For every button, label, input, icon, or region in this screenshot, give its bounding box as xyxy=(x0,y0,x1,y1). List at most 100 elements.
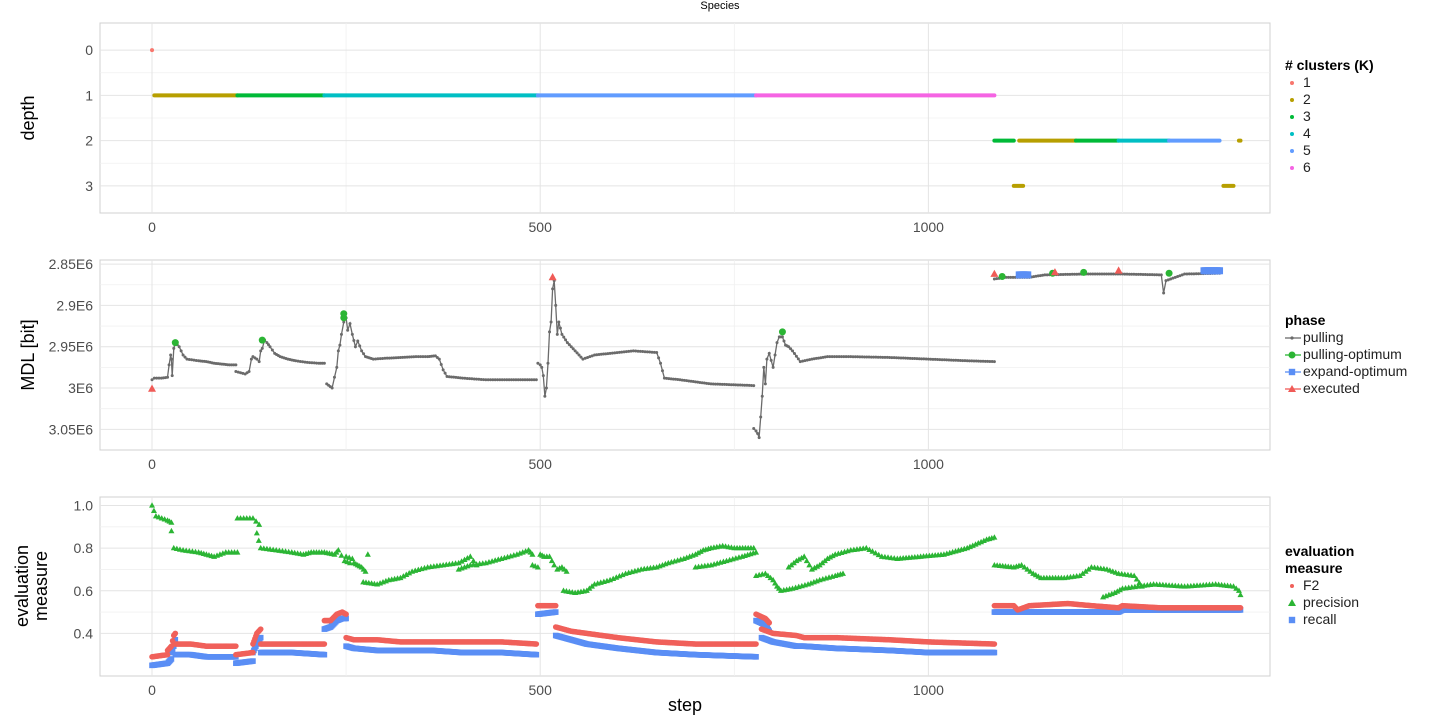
pulling-point xyxy=(571,347,575,351)
pulling-point xyxy=(988,359,992,363)
legend-item: pulling xyxy=(1285,329,1407,346)
precision-point xyxy=(362,568,369,574)
pulling-point xyxy=(631,349,635,353)
precision-point xyxy=(806,561,813,568)
pulling-point xyxy=(1089,272,1093,276)
panel-frame xyxy=(99,259,1271,451)
precision-point xyxy=(464,555,471,561)
pulling-point xyxy=(194,358,198,362)
precision-point xyxy=(400,573,407,579)
pulling-point xyxy=(441,368,445,372)
pulling-point xyxy=(856,355,860,359)
pulling-point xyxy=(981,359,985,363)
pulling-point xyxy=(305,360,309,364)
precision-point xyxy=(1114,588,1121,594)
pulling-point xyxy=(491,378,495,382)
precision-point xyxy=(1079,570,1086,576)
pulling-point xyxy=(322,361,326,365)
legend-key-line-square xyxy=(1285,363,1303,380)
precision-point xyxy=(534,564,541,570)
pulling-point xyxy=(759,415,763,419)
recall-point xyxy=(991,649,998,656)
f2-point xyxy=(766,619,773,626)
f2-point xyxy=(552,602,559,609)
pulling-point xyxy=(597,353,601,357)
pulling-point xyxy=(565,341,569,345)
pulling-point xyxy=(974,359,978,363)
pulling-point xyxy=(1100,272,1104,276)
pulling-point xyxy=(867,355,871,359)
pulling-point xyxy=(407,355,411,359)
pulling-point xyxy=(965,359,969,363)
pulling-point xyxy=(796,357,800,361)
pulling-point xyxy=(255,357,259,361)
y-tick-label: 0.6 xyxy=(74,583,94,599)
pulling-point xyxy=(747,383,751,387)
pulling-point xyxy=(757,436,761,440)
pulling-point xyxy=(874,355,878,359)
pulling-point xyxy=(421,355,425,359)
pulling-point xyxy=(1139,272,1143,276)
pulling-point xyxy=(1134,272,1138,276)
pulling-point xyxy=(260,346,264,350)
pulling-point xyxy=(922,357,926,361)
pulling-point xyxy=(1130,272,1134,276)
legend-title: measure xyxy=(1285,560,1343,576)
precision-point xyxy=(149,502,156,508)
legend-label: 2 xyxy=(1303,91,1311,107)
pulling-point xyxy=(938,358,942,362)
pulling-point xyxy=(303,360,307,364)
pulling-point xyxy=(835,355,839,359)
pulling-point xyxy=(983,359,987,363)
precision-point xyxy=(1018,561,1025,568)
legend-key-square xyxy=(1285,611,1303,628)
expand-optimum-point xyxy=(1216,267,1224,275)
y-tick-label: 2.95E6 xyxy=(49,339,94,355)
legend-title: phase xyxy=(1285,312,1326,328)
precision-point xyxy=(406,569,413,576)
precision-point xyxy=(467,553,474,559)
pulling-point xyxy=(665,376,669,380)
pulling-point xyxy=(657,356,661,360)
legend-item: executed xyxy=(1285,380,1407,397)
pulling-point xyxy=(734,383,738,387)
precision-point xyxy=(875,551,882,558)
pulling-point xyxy=(881,355,885,359)
pulling-point xyxy=(995,277,999,281)
pulling-point xyxy=(810,357,814,361)
pulling-point xyxy=(486,378,490,382)
legend-item: 2 xyxy=(1285,91,1374,108)
precision-point xyxy=(814,563,821,569)
f2-point xyxy=(753,641,759,647)
pulling-point xyxy=(588,355,592,359)
pulling-point xyxy=(1091,272,1095,276)
pulling-point xyxy=(387,356,391,360)
f2-point xyxy=(343,611,349,618)
pulling-point xyxy=(575,351,579,355)
pulling-point xyxy=(992,360,996,364)
legend-item: expand-optimum xyxy=(1285,363,1407,380)
precision-point xyxy=(168,527,175,534)
pulling-point xyxy=(419,355,423,359)
pulling-point xyxy=(557,320,561,324)
pulling-point xyxy=(1159,273,1163,277)
pulling-point xyxy=(1136,272,1140,276)
pulling-point xyxy=(627,349,631,353)
pulling-point xyxy=(1034,274,1038,278)
pulling-point xyxy=(851,355,855,359)
precision-point xyxy=(762,570,769,576)
pulling-point xyxy=(192,358,196,362)
precision-point xyxy=(546,553,553,559)
pulling-point xyxy=(500,378,504,382)
y-tick-label: 0.8 xyxy=(74,540,94,556)
precision-point xyxy=(750,544,757,551)
pulling-point xyxy=(445,374,449,378)
y-tick-label: 2 xyxy=(85,133,93,149)
y-tick-label: 2.85E6 xyxy=(49,256,94,272)
pulling-point xyxy=(489,378,493,382)
pulling-point xyxy=(1095,272,1099,276)
x-tick-label: 500 xyxy=(529,682,553,698)
pulling-point xyxy=(1077,272,1081,276)
pulling-point xyxy=(239,371,243,375)
pulling-point xyxy=(812,357,816,361)
